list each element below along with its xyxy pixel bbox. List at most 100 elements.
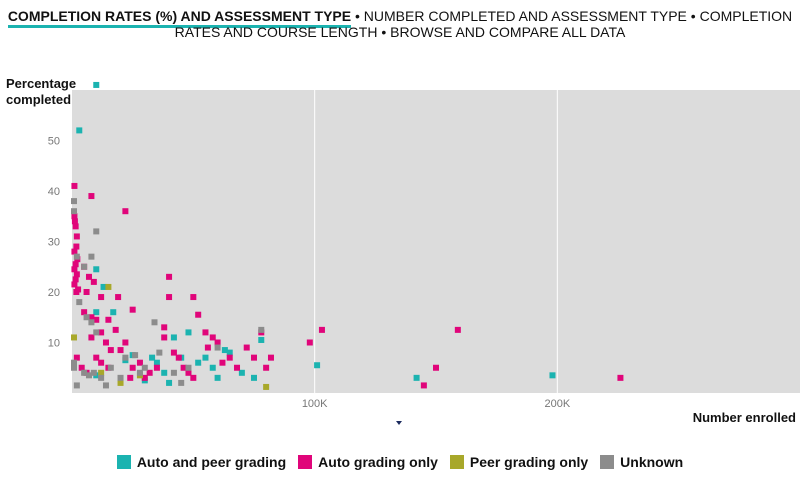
data-point[interactable] [115,294,122,301]
data-point[interactable] [185,364,192,371]
data-point[interactable] [76,299,83,306]
data-point[interactable] [146,369,153,376]
data-point[interactable] [110,309,117,316]
data-point[interactable] [219,359,226,366]
data-point[interactable] [185,329,192,336]
data-point[interactable] [318,326,325,333]
data-point[interactable] [314,362,321,369]
data-point[interactable] [202,329,209,336]
data-point[interactable] [136,359,143,366]
data-point[interactable] [156,349,163,356]
data-point[interactable] [234,364,241,371]
data-point[interactable] [88,253,95,260]
data-point[interactable] [102,339,109,346]
data-point[interactable] [71,266,78,273]
data-point[interactable] [243,344,250,351]
data-point[interactable] [190,294,197,301]
legend-item[interactable]: Auto and peer grading [116,454,286,470]
data-point[interactable] [88,319,95,326]
data-point[interactable] [117,379,124,386]
data-point[interactable] [73,233,80,240]
data-point[interactable] [73,354,80,361]
data-point[interactable] [98,374,105,381]
data-point[interactable] [151,319,158,326]
data-point[interactable] [153,359,160,366]
data-point[interactable] [214,344,221,351]
data-point[interactable] [185,369,192,376]
data-point[interactable] [141,364,148,371]
data-point[interactable] [204,344,211,351]
data-point[interactable] [71,281,78,288]
tab-number-completed-assessment-type[interactable]: NUMBER COMPLETED AND ASSESSMENT TYPE [363,8,687,24]
data-point[interactable] [202,354,209,361]
legend-item[interactable]: Unknown [600,454,683,470]
data-point[interactable] [93,309,100,316]
data-point[interactable] [88,193,95,200]
data-point[interactable] [85,273,92,280]
data-point[interactable] [93,81,100,88]
data-point[interactable] [105,316,112,323]
data-point[interactable] [420,382,427,389]
data-point[interactable] [71,198,77,205]
data-point[interactable] [122,354,129,361]
data-point[interactable] [454,326,461,333]
tab-browse-compare-all-data[interactable]: BROWSE AND COMPARE ALL DATA [390,24,626,40]
data-point[interactable] [136,369,143,376]
data-point[interactable] [81,369,88,376]
data-point[interactable] [76,127,83,134]
data-point[interactable] [73,243,80,250]
data-point[interactable] [132,352,139,359]
data-point[interactable] [107,347,114,354]
legend-item[interactable]: Auto grading only [298,454,438,470]
data-point[interactable] [78,364,85,371]
data-point[interactable] [71,364,77,371]
data-point[interactable] [72,261,79,268]
data-point[interactable] [263,383,270,390]
data-point[interactable] [209,364,216,371]
data-point[interactable] [105,283,112,290]
data-point[interactable] [93,316,100,323]
data-point[interactable] [251,374,257,381]
tab-completion-rates-course-length[interactable]: COMPLETION RATES AND COURSE LENGTH [174,8,793,40]
data-point[interactable] [117,347,124,354]
data-point[interactable] [161,324,168,331]
data-point[interactable] [127,374,134,381]
data-point[interactable] [73,271,80,278]
data-point[interactable] [81,263,88,270]
data-point[interactable] [195,311,202,318]
data-point[interactable] [195,359,202,366]
data-point[interactable] [71,182,78,189]
data-point[interactable] [141,374,148,381]
data-point[interactable] [102,382,109,389]
tab-completion-rates-assessment-type[interactable]: COMPLETION RATES (%) AND ASSESSMENT TYPE [7,8,352,28]
data-point[interactable] [71,208,77,215]
data-point[interactable] [122,339,129,346]
data-point[interactable] [100,283,107,290]
data-point[interactable] [71,218,78,225]
data-point[interactable] [98,369,105,376]
data-point[interactable] [73,289,80,295]
data-point[interactable] [107,364,114,371]
data-point[interactable] [549,372,556,379]
data-point[interactable] [72,276,79,283]
data-point[interactable] [178,379,185,386]
data-point[interactable] [73,382,80,389]
data-point[interactable] [263,364,270,371]
data-point[interactable] [93,266,100,273]
data-point[interactable] [153,364,160,371]
data-point[interactable] [93,354,100,361]
data-point[interactable] [258,336,265,343]
data-point[interactable] [617,374,624,381]
data-point[interactable] [170,369,177,376]
data-point[interactable] [226,349,233,356]
data-point[interactable] [90,369,97,376]
data-point[interactable] [71,248,78,255]
data-point[interactable] [98,294,105,301]
data-point[interactable] [88,314,95,321]
data-point[interactable] [161,369,168,376]
data-point[interactable] [175,354,182,361]
data-point[interactable] [413,374,420,381]
data-point[interactable] [83,289,90,295]
data-point[interactable] [117,374,124,381]
data-point[interactable] [129,364,136,371]
